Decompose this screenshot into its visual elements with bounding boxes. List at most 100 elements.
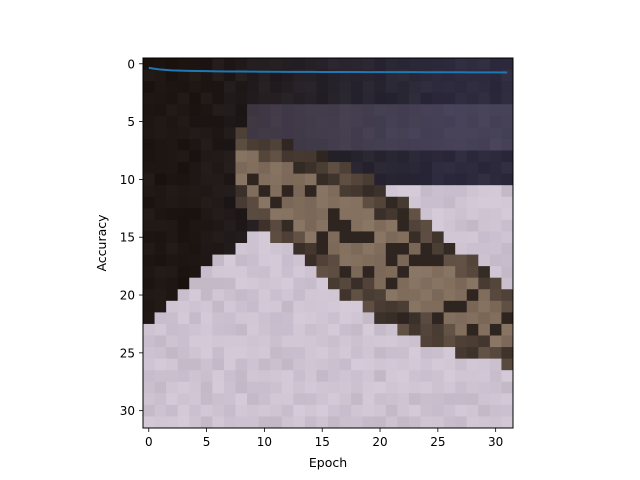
image-pixel (478, 104, 491, 117)
image-pixel (397, 335, 410, 348)
image-pixel (374, 416, 387, 428)
image-pixel (223, 416, 237, 428)
image-pixel (385, 219, 398, 233)
image-pixel (351, 393, 364, 406)
image-pixel (223, 381, 237, 394)
image-pixel (166, 104, 179, 117)
image-pixel (316, 162, 329, 175)
image-pixel (235, 266, 248, 279)
image-pixel (293, 277, 306, 290)
image-pixel (293, 300, 306, 313)
image-pixel (212, 219, 225, 233)
image-pixel (235, 335, 248, 348)
image-pixel (154, 416, 167, 428)
image-pixel (258, 289, 271, 302)
image-pixel (293, 208, 306, 221)
image-pixel (443, 58, 456, 71)
image-pixel (408, 323, 422, 337)
image-pixel (304, 347, 318, 360)
image-pixel (466, 323, 479, 337)
image-pixel (212, 231, 225, 244)
image-pixel (351, 173, 364, 186)
image-pixel (397, 416, 410, 428)
image-pixel (443, 231, 456, 244)
image-pixel (362, 219, 375, 233)
image-pixel (304, 104, 318, 117)
image-pixel (143, 347, 156, 360)
image-pixel (212, 92, 225, 105)
image-pixel (443, 289, 456, 302)
image-pixel (397, 208, 410, 221)
image-pixel (270, 185, 283, 198)
image-pixel (235, 243, 248, 256)
image-pixel (235, 162, 248, 175)
image-pixel (281, 127, 294, 140)
image-pixel (397, 173, 410, 186)
image-pixel (143, 231, 156, 244)
image-pixel (501, 335, 513, 348)
image-pixel (270, 416, 283, 428)
image-pixel (374, 323, 387, 337)
image-pixel (501, 243, 513, 256)
image-pixel (385, 347, 398, 360)
image-pixel (166, 243, 179, 256)
image-pixel (235, 150, 248, 163)
image-pixel (489, 289, 503, 302)
image-pixel (200, 173, 213, 186)
image-pixel (143, 127, 156, 140)
image-pixel (351, 347, 364, 360)
image-pixel (432, 173, 445, 186)
image-pixel (478, 81, 491, 94)
image-pixel (501, 381, 513, 394)
image-pixel (408, 266, 422, 279)
image-pixel (478, 185, 491, 198)
image-pixel (374, 185, 387, 198)
image-pixel (455, 81, 468, 94)
image-pixel (501, 127, 513, 140)
image-pixel (339, 335, 352, 348)
image-pixel (177, 173, 190, 186)
image-pixel (247, 370, 260, 383)
image-pixel (154, 138, 167, 152)
image-pixel (478, 58, 491, 71)
image-pixel (351, 81, 364, 94)
image-pixel (478, 300, 491, 313)
image-pixel (408, 127, 422, 140)
image-pixel (223, 347, 237, 360)
image-pixel (258, 393, 271, 406)
image-pixel (223, 358, 237, 371)
image-pixel (223, 312, 237, 325)
image-pixel (166, 69, 179, 82)
image-pixel (270, 277, 283, 290)
image-pixel (374, 266, 387, 279)
image-pixel (270, 312, 283, 325)
image-pixel (166, 335, 179, 348)
image-pixel (339, 173, 352, 186)
image-pixel (351, 254, 364, 267)
image-pixel (374, 243, 387, 256)
image-pixel (281, 335, 294, 348)
image-pixel (385, 138, 398, 152)
image-pixel (374, 300, 387, 313)
image-pixel (154, 312, 167, 325)
image-pixel (154, 127, 167, 140)
image-pixel (408, 370, 422, 383)
image-pixel (489, 393, 503, 406)
image-pixel (212, 150, 225, 163)
image-pixel (212, 185, 225, 198)
image-pixel (478, 323, 491, 337)
image-pixel (351, 115, 364, 128)
image-pixel (328, 138, 341, 152)
image-pixel (143, 266, 156, 279)
image-pixel (304, 358, 318, 371)
image-pixel (443, 266, 456, 279)
image-pixel (200, 335, 213, 348)
image-pixel (270, 219, 283, 233)
image-pixel (189, 347, 202, 360)
image-pixel (154, 185, 167, 198)
image-pixel (143, 254, 156, 267)
image-pixel (328, 393, 341, 406)
image-pixel (223, 393, 237, 406)
image-pixel (501, 312, 513, 325)
image-pixel (328, 266, 341, 279)
